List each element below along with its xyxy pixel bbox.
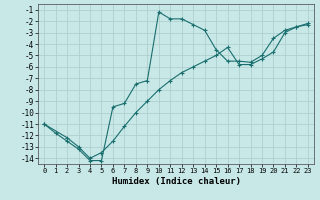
X-axis label: Humidex (Indice chaleur): Humidex (Indice chaleur): [111, 177, 241, 186]
